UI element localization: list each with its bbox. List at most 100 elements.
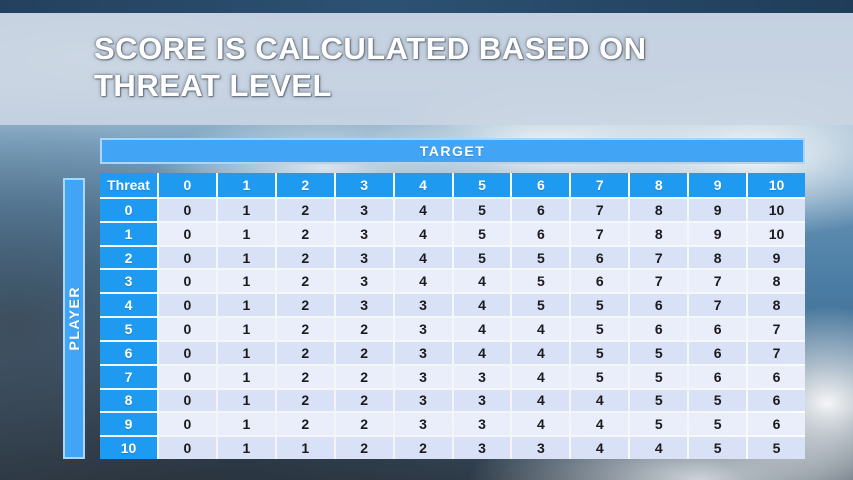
score-cell: 1 [276,437,334,459]
score-cell: 3 [394,413,452,436]
score-cell: 7 [630,246,688,269]
score-cell: 3 [335,294,393,317]
score-cell: 4 [453,294,511,317]
score-cell: 6 [512,199,570,221]
score-cell: 1 [217,437,275,459]
target-bar: TARGET [100,138,805,164]
score-cell: 6 [630,294,688,317]
score-cell: 5 [453,222,511,245]
score-cell: 9 [689,199,747,221]
score-cell: 5 [630,413,688,436]
score-cell: 4 [571,389,629,412]
target-col-header-cell: 5 [453,173,511,197]
score-cell: 10 [748,199,805,221]
score-cell: 2 [276,413,334,436]
score-cell: 5 [630,341,688,364]
target-col-header-cell: 4 [394,173,452,197]
score-cell: 2 [276,318,334,340]
player-row-header-cell: 4 [100,294,157,317]
player-row-header-cell: 2 [100,246,157,269]
score-cell: 2 [276,341,334,364]
score-cell: 7 [571,199,629,221]
score-cell: 10 [748,222,805,245]
score-cell: 2 [394,437,452,459]
score-cell: 4 [571,413,629,436]
score-cell: 2 [335,389,393,412]
score-cell: 2 [276,294,334,317]
score-cell: 2 [276,389,334,412]
player-row-header-cell: 3 [100,270,157,293]
score-cell: 0 [159,222,216,245]
score-cell: 3 [394,389,452,412]
score-cell: 7 [689,294,747,317]
score-cell: 0 [159,270,216,293]
player-row-header-cell: 1 [100,222,157,245]
score-cell: 6 [571,246,629,269]
score-cell: 3 [453,437,511,459]
target-col-header-cell: 10 [748,173,805,197]
score-cell: 3 [453,413,511,436]
score-cell: 2 [335,318,393,340]
score-cell: 3 [453,389,511,412]
score-cell: 6 [689,318,747,340]
title-line-1: SCORE IS CALCULATED BASED ON [94,31,647,66]
score-cell: 6 [748,389,805,412]
score-cell: 4 [512,341,570,364]
score-cell: 7 [689,270,747,293]
score-cell: 4 [630,437,688,459]
score-cell: 4 [394,222,452,245]
score-cell: 3 [335,199,393,221]
score-cell: 2 [276,246,334,269]
player-row-header-cell: 7 [100,365,157,388]
score-table: Threat 0 1 2 3 4 5 6 7 8 9 10 0 0 1 2 3 4 5 6 7 8 9 10 1 0 1 2 3 4 5 6 7… [100,173,805,459]
player-row-header-cell: 5 [100,318,157,340]
score-cell: 0 [159,437,216,459]
score-cell: 2 [276,270,334,293]
score-cell: 5 [453,199,511,221]
score-cell: 7 [630,270,688,293]
score-cell: 3 [335,246,393,269]
score-cell: 2 [335,341,393,364]
player-row-header-cell: 6 [100,341,157,364]
score-cell: 3 [512,437,570,459]
score-cell: 5 [512,294,570,317]
score-cell: 8 [689,246,747,269]
score-cell: 4 [453,318,511,340]
score-cell: 0 [159,389,216,412]
target-col-header-cell: 0 [159,173,216,197]
score-cell: 1 [217,365,275,388]
score-cell: 5 [689,389,747,412]
threat-header-cell: Threat [100,173,157,197]
score-cell: 1 [217,389,275,412]
score-cell: 3 [335,270,393,293]
score-cell: 9 [748,246,805,269]
score-cell: 1 [217,318,275,340]
score-cell: 5 [571,341,629,364]
score-cell: 7 [748,341,805,364]
score-cell: 5 [689,413,747,436]
score-cell: 1 [217,294,275,317]
score-cell: 8 [630,222,688,245]
score-cell: 0 [159,341,216,364]
score-cell: 2 [335,413,393,436]
target-col-header-cell: 6 [512,173,570,197]
score-cell: 2 [335,365,393,388]
score-cell: 5 [689,437,747,459]
score-cell: 0 [159,294,216,317]
player-label: PLAYER [66,286,82,351]
score-cell: 6 [512,222,570,245]
score-cell: 6 [630,318,688,340]
score-cell: 4 [453,341,511,364]
score-cell: 3 [394,365,452,388]
slide-title: SCORE IS CALCULATED BASED ON THREAT LEVE… [94,30,794,104]
score-cell: 5 [453,246,511,269]
score-cell: 1 [217,341,275,364]
score-cell: 1 [217,413,275,436]
score-cell: 2 [276,222,334,245]
score-cell: 1 [217,222,275,245]
player-bar: PLAYER [63,178,85,459]
score-cell: 5 [512,246,570,269]
score-cell: 7 [571,222,629,245]
score-cell: 5 [571,365,629,388]
target-col-header-cell: 2 [276,173,334,197]
